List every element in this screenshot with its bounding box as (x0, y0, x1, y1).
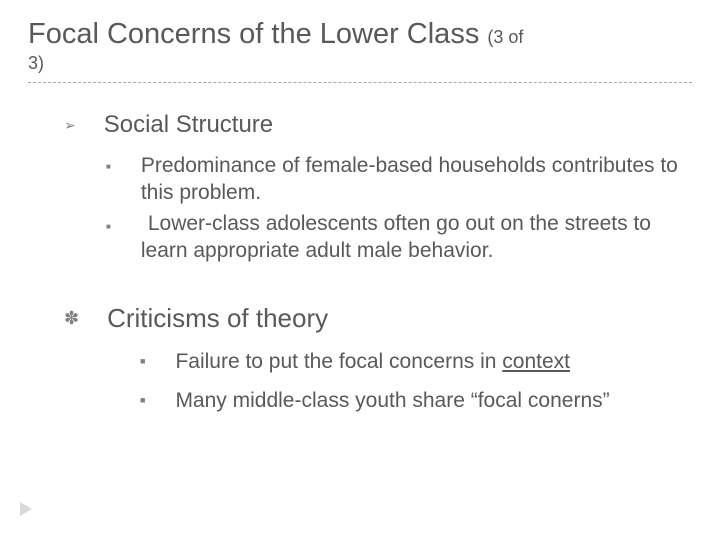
spacer (28, 269, 692, 303)
section2-point2: ■ Many middle-class youth share “focal c… (140, 387, 692, 414)
section2-heading-row: ✽ Criticisms of theory (64, 303, 692, 334)
title-divider (28, 82, 692, 83)
section1-point1: ■ Predominance of female-based household… (106, 153, 692, 207)
slide-title: Focal Concerns of the Lower Class (28, 18, 487, 50)
square-bullet-icon: ■ (140, 395, 145, 405)
section2-point2-text: Many middle-class youth share “focal con… (175, 387, 609, 414)
section2-point1: ■ Failure to put the focal concerns in c… (140, 348, 692, 375)
slide-container: Focal Concerns of the Lower Class (3 of … (0, 0, 720, 446)
slide-title-sub: (3 of (487, 27, 523, 47)
square-bullet-icon: ■ (106, 222, 111, 231)
section1-heading-row: ➢ Social Structure (64, 111, 692, 139)
slide-title-sub2: 3) (28, 53, 692, 74)
section1-point2-text: Lower-class adolescents often go out on … (141, 211, 692, 265)
section1-point2: ■ Lower-class adolescents often go out o… (106, 211, 692, 265)
section2-heading: Criticisms of theory (107, 303, 328, 333)
underlined-word: context (502, 350, 570, 373)
corner-arrow-icon (20, 502, 36, 516)
script-bullet-icon: ✽ (64, 308, 79, 329)
chevron-icon: ➢ (64, 117, 76, 134)
square-bullet-icon: ■ (140, 356, 145, 366)
square-bullet-icon: ■ (106, 162, 111, 171)
section1-point1-text: Predominance of female-based households … (141, 153, 692, 207)
title-row: Focal Concerns of the Lower Class (3 of … (28, 18, 692, 74)
section2-point1-text: Failure to put the focal concerns in con… (175, 348, 570, 375)
section1-heading: Social Structure (104, 111, 273, 138)
